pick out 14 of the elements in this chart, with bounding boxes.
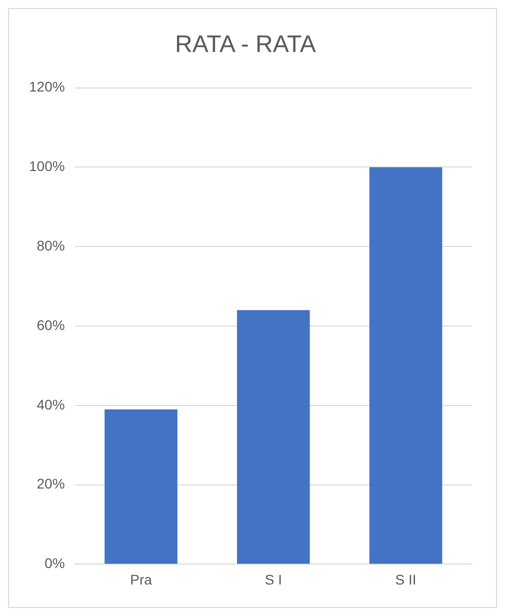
bar: [104, 409, 178, 564]
x-tick-label: Pra: [130, 571, 152, 588]
y-tick-label: 0%: [44, 555, 65, 572]
y-tick-label: 120%: [28, 78, 65, 95]
y-tick-label: 100%: [28, 158, 65, 174]
y-tick-label: 40%: [36, 396, 65, 412]
x-tick-label: S I: [264, 571, 282, 588]
y-tick-label: 60%: [36, 316, 65, 333]
bar: [369, 167, 442, 564]
x-tick-label: S II: [395, 571, 416, 588]
y-tick-label: 80%: [36, 237, 65, 254]
bar: [236, 310, 310, 564]
chart-title: RATA - RATA: [175, 31, 316, 58]
y-tick-label: 20%: [36, 476, 65, 492]
